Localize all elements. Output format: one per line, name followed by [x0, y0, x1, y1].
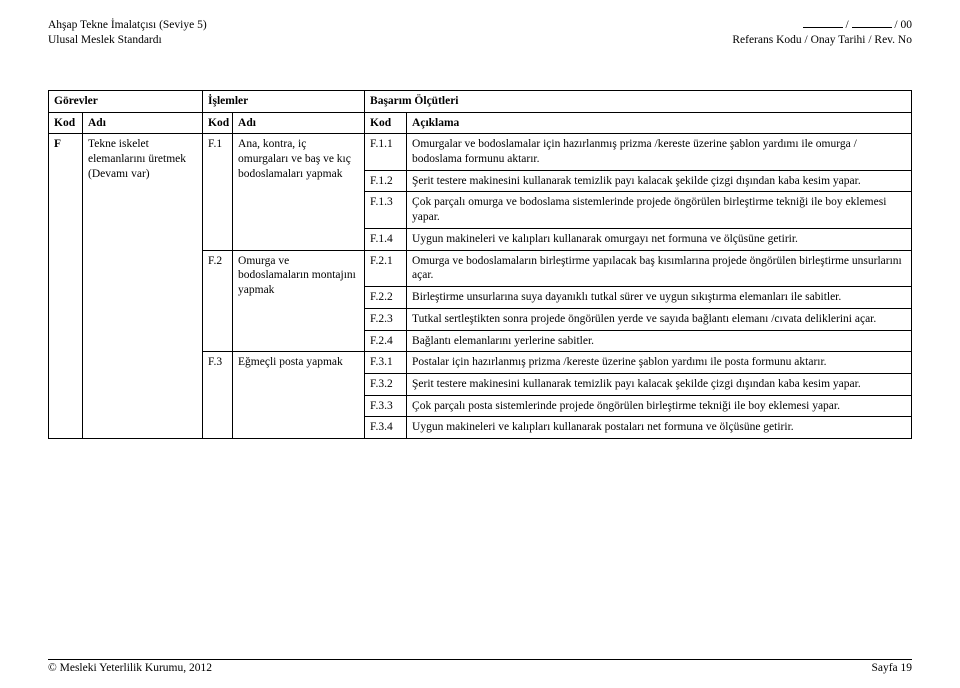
- blank-field: [803, 18, 843, 28]
- islem-kod: F.2: [203, 250, 233, 352]
- header-ref: Referans Kodu / Onay Tarihi / Rev. No: [732, 33, 912, 48]
- blank-field: [852, 18, 892, 28]
- suffix: / 00: [892, 19, 912, 31]
- th-aciklama: Açıklama: [407, 112, 912, 134]
- olcut-aciklama: Tutkal sertleştikten sonra projede öngör…: [407, 308, 912, 330]
- th-kod: Kod: [365, 112, 407, 134]
- olcut-aciklama: Uygun makineleri ve kalıpları kullanarak…: [407, 417, 912, 439]
- olcut-kod: F.3.1: [365, 352, 407, 374]
- th-basarim: Başarım Ölçütleri: [365, 90, 912, 112]
- islem-adi: Eğmeçli posta yapmak: [233, 352, 365, 439]
- olcut-kod: F.1.4: [365, 228, 407, 250]
- olcut-aciklama: Şerit testere makinesini kullanarak temi…: [407, 373, 912, 395]
- header-date-line: / / 00: [732, 18, 912, 33]
- olcut-aciklama: Bağlantı elemanlarını yerlerine sabitler…: [407, 330, 912, 352]
- olcut-aciklama: Postalar için hazırlanmış prizma /kerest…: [407, 352, 912, 374]
- header-title: Ahşap Tekne İmalatçısı (Seviye 5): [48, 18, 207, 33]
- sep: /: [843, 19, 852, 31]
- page-header: Ahşap Tekne İmalatçısı (Seviye 5) Ulusal…: [48, 18, 912, 48]
- table-row: F Tekne iskelet elemanlarını üretmek (De…: [49, 134, 912, 170]
- olcut-aciklama: Çok parçalı posta sistemlerinde projede …: [407, 395, 912, 417]
- olcut-kod: F.2.1: [365, 250, 407, 286]
- olcut-aciklama: Şerit testere makinesini kullanarak temi…: [407, 170, 912, 192]
- gorev-adi: Tekne iskelet elemanlarını üretmek (Deva…: [83, 134, 203, 439]
- table-head-row-1: Görevler İşlemler Başarım Ölçütleri: [49, 90, 912, 112]
- olcut-kod: F.3.3: [365, 395, 407, 417]
- islem-kod: F.3: [203, 352, 233, 439]
- olcut-kod: F.3.4: [365, 417, 407, 439]
- olcut-aciklama: Birleştirme unsurlarına suya dayanıklı t…: [407, 287, 912, 309]
- olcut-kod: F.3.2: [365, 373, 407, 395]
- footer-rule: [48, 659, 912, 660]
- islem-adi: Omurga ve bodoslamaların montajını yapma…: [233, 250, 365, 352]
- olcut-kod: F.2.2: [365, 287, 407, 309]
- gorev-kod: F: [49, 134, 83, 439]
- olcut-aciklama: Çok parçalı omurga ve bodoslama sistemle…: [407, 192, 912, 228]
- th-kod: Kod: [203, 112, 233, 134]
- olcut-kod: F.2.3: [365, 308, 407, 330]
- header-subtitle: Ulusal Meslek Standardı: [48, 33, 207, 48]
- olcut-kod: F.1.1: [365, 134, 407, 170]
- olcut-aciklama: Uygun makineleri ve kalıpları kullanarak…: [407, 228, 912, 250]
- criteria-table: Görevler İşlemler Başarım Ölçütleri Kod …: [48, 90, 912, 439]
- olcut-aciklama: Omurga ve bodoslamaların birleştirme yap…: [407, 250, 912, 286]
- olcut-kod: F.1.3: [365, 192, 407, 228]
- footer-right: Sayfa 19: [871, 662, 912, 674]
- th-adi: Adı: [83, 112, 203, 134]
- header-left: Ahşap Tekne İmalatçısı (Seviye 5) Ulusal…: [48, 18, 207, 48]
- th-kod: Kod: [49, 112, 83, 134]
- th-gorevler: Görevler: [49, 90, 203, 112]
- table-head-row-2: Kod Adı Kod Adı Kod Açıklama: [49, 112, 912, 134]
- olcut-kod: F.2.4: [365, 330, 407, 352]
- footer-left: © Mesleki Yeterlilik Kurumu, 2012: [48, 662, 212, 674]
- page-footer: © Mesleki Yeterlilik Kurumu, 2012 Sayfa …: [48, 662, 912, 674]
- islem-kod: F.1: [203, 134, 233, 250]
- olcut-kod: F.1.2: [365, 170, 407, 192]
- th-islemler: İşlemler: [203, 90, 365, 112]
- olcut-aciklama: Omurgalar ve bodoslamalar için hazırlanm…: [407, 134, 912, 170]
- header-right: / / 00 Referans Kodu / Onay Tarihi / Rev…: [732, 18, 912, 48]
- page: Ahşap Tekne İmalatçısı (Seviye 5) Ulusal…: [0, 0, 960, 439]
- islem-adi: Ana, kontra, iç omurgaları ve baş ve kıç…: [233, 134, 365, 250]
- th-adi: Adı: [233, 112, 365, 134]
